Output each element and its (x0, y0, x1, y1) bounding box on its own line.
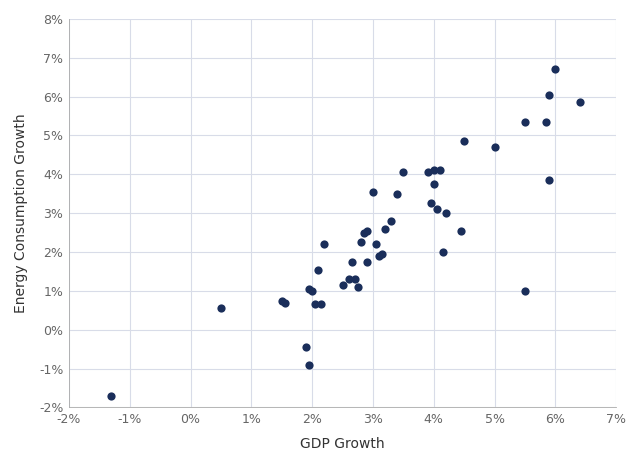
Point (456, 227, 466, 234)
Point (426, 200, 436, 207)
Point (304, 361, 314, 368)
Point (520, 118, 530, 126)
Point (575, 99, 585, 106)
Y-axis label: Energy Consumption Growth: Energy Consumption Growth (14, 113, 28, 313)
Point (441, 209, 451, 217)
Point (377, 250, 387, 258)
Point (398, 169, 408, 176)
Point (337, 281, 348, 289)
Point (368, 188, 378, 195)
Point (392, 190, 403, 198)
Point (280, 299, 290, 306)
Point (429, 180, 439, 188)
Point (307, 287, 317, 295)
Point (435, 167, 445, 174)
Point (346, 258, 356, 266)
Point (358, 229, 369, 236)
Point (541, 118, 551, 126)
Point (371, 240, 381, 248)
Point (544, 176, 554, 184)
Point (310, 301, 320, 308)
X-axis label: GDP Growth: GDP Growth (300, 437, 385, 451)
Point (459, 138, 469, 145)
Point (316, 301, 326, 308)
Point (276, 297, 287, 304)
Point (438, 248, 448, 256)
Point (386, 217, 396, 225)
Point (106, 392, 116, 399)
Point (319, 240, 330, 248)
Point (356, 239, 366, 246)
Point (490, 143, 500, 151)
Point (353, 283, 363, 291)
Point (362, 227, 372, 234)
Point (422, 169, 433, 176)
Point (362, 258, 372, 266)
Point (520, 287, 530, 295)
Point (374, 252, 384, 259)
Point (349, 275, 360, 283)
Point (550, 66, 561, 73)
Point (431, 206, 442, 213)
Point (344, 275, 354, 283)
Point (304, 285, 314, 292)
Point (216, 305, 226, 312)
Point (313, 266, 323, 273)
Point (544, 91, 554, 99)
Point (429, 167, 439, 174)
Point (380, 225, 390, 232)
Point (301, 344, 311, 351)
